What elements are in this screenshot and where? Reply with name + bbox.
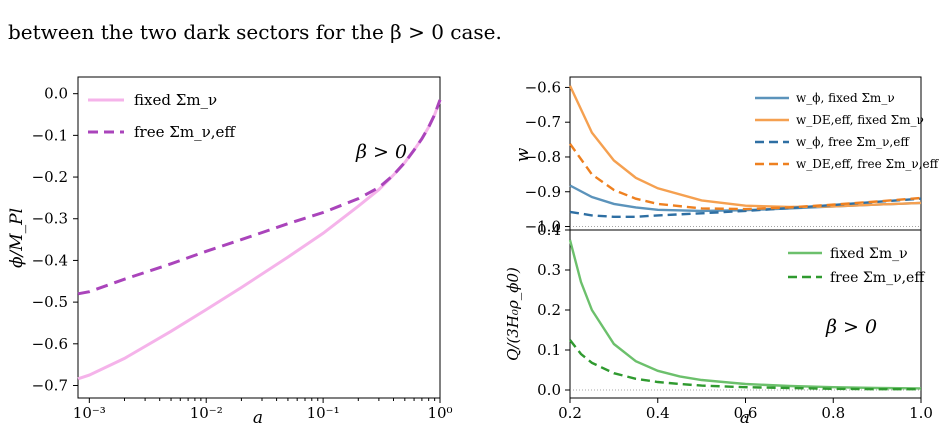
phi-ytick-label: −0.5 [32, 293, 68, 311]
q-ytick-label: 0.0 [537, 381, 561, 399]
w-series-line [569, 197, 922, 219]
q-plot: 0.00.10.20.30.4 0.2 0.4 0.6 0.8 1.0 β > 0 a … [504, 221, 933, 428]
caption-text: between the two dark sectors for the β >… [8, 20, 502, 44]
w-legend: w_ϕ, fixed Σm_ν w_DE,eff, fixed Σm_ν w_ϕ, … [755, 91, 940, 171]
q-xtick-label: 0.6 [734, 404, 758, 422]
phi-legend: fixed Σm_ν free Σm_ν,eff [88, 91, 236, 141]
q-ytick-label: 0.2 [537, 301, 561, 319]
phi-xtick-label: 10⁰ [427, 404, 452, 422]
w-legend-label: w_ϕ, fixed Σm_ν [796, 91, 895, 105]
phi-ytick-label: −0.2 [32, 168, 68, 186]
phi-ytick-label: −0.7 [32, 376, 68, 394]
w-ytick-label: −0.8 [525, 148, 561, 166]
legend-label-free: free Σm_ν,eff [134, 123, 236, 141]
w-ytick-label: −1.0 [525, 218, 561, 236]
q-xtick-label: 1.0 [909, 404, 933, 422]
q-xtick-label: 0.8 [821, 404, 845, 422]
w-plot: −0.6−0.7−0.8−0.9−1.0 w w_ϕ, fixed Σm_νw_… [513, 76, 940, 236]
phi-ytick-label: −0.6 [32, 335, 68, 353]
phi-plot: 0.0 −0.1 −0.2 −0.3 −0.4 −0.5 −0.6 −0.7 10⁻³ 10⁻²… [7, 76, 453, 428]
q-ylabel: Q/(3H₀ρ_ϕ0) [504, 267, 522, 361]
legend-label-q-fixed: fixed Σm_ν [830, 246, 908, 262]
w-legend-label: w_ϕ, free Σm_ν,eff [796, 135, 910, 149]
w-legend-label: w_DE,eff, fixed Σm_ν [796, 113, 924, 127]
phi-xtick-label: 10⁻¹ [307, 404, 340, 422]
q-series-line [569, 339, 921, 391]
w-ytick-label: −0.6 [525, 78, 561, 96]
w-ytick-label: −0.9 [525, 183, 561, 201]
q-xtick-label: 0.4 [646, 404, 670, 422]
legend-label-fixed: fixed Σm_ν [134, 91, 217, 109]
phi-ytick-label: −0.3 [32, 210, 68, 228]
phi-ytick-label: −0.4 [32, 251, 68, 269]
phi-series-line [77, 99, 442, 296]
w-ytick-label: −0.7 [525, 113, 561, 131]
w-series-line [568, 85, 922, 209]
q-annotation: β > 0 [825, 316, 877, 338]
legend-label-q-free: free Σm_ν,eff [830, 270, 925, 286]
w-ylabel: w [513, 147, 533, 162]
q-legend: fixed Σm_ν free Σm_ν,eff [788, 246, 925, 286]
q-ytick-label: 0.1 [537, 341, 561, 359]
q-ytick-label: 0.3 [537, 261, 561, 279]
phi-plot-frame [77, 76, 441, 399]
phi-annotation: β > 0 [355, 141, 407, 163]
w-legend-label: w_DE,eff, free Σm_ν,eff [796, 157, 940, 171]
q-xlabel: a [740, 408, 750, 428]
w-series-line [569, 143, 922, 211]
phi-ytick-label: −0.1 [32, 126, 68, 144]
q-series-line [568, 239, 922, 390]
phi-xlabel: a [253, 408, 263, 428]
q-ytick-label: 0.4 [537, 221, 561, 239]
phi-xtick-label: 10⁻³ [73, 404, 106, 422]
w-series-line [569, 184, 922, 213]
q-xtick-label: 0.2 [558, 404, 582, 422]
phi-xtick-label: 10⁻² [190, 404, 223, 422]
phi-ytick-label: 0.0 [44, 85, 68, 103]
phi-ylabel: ϕ/M_Pl [7, 208, 27, 268]
